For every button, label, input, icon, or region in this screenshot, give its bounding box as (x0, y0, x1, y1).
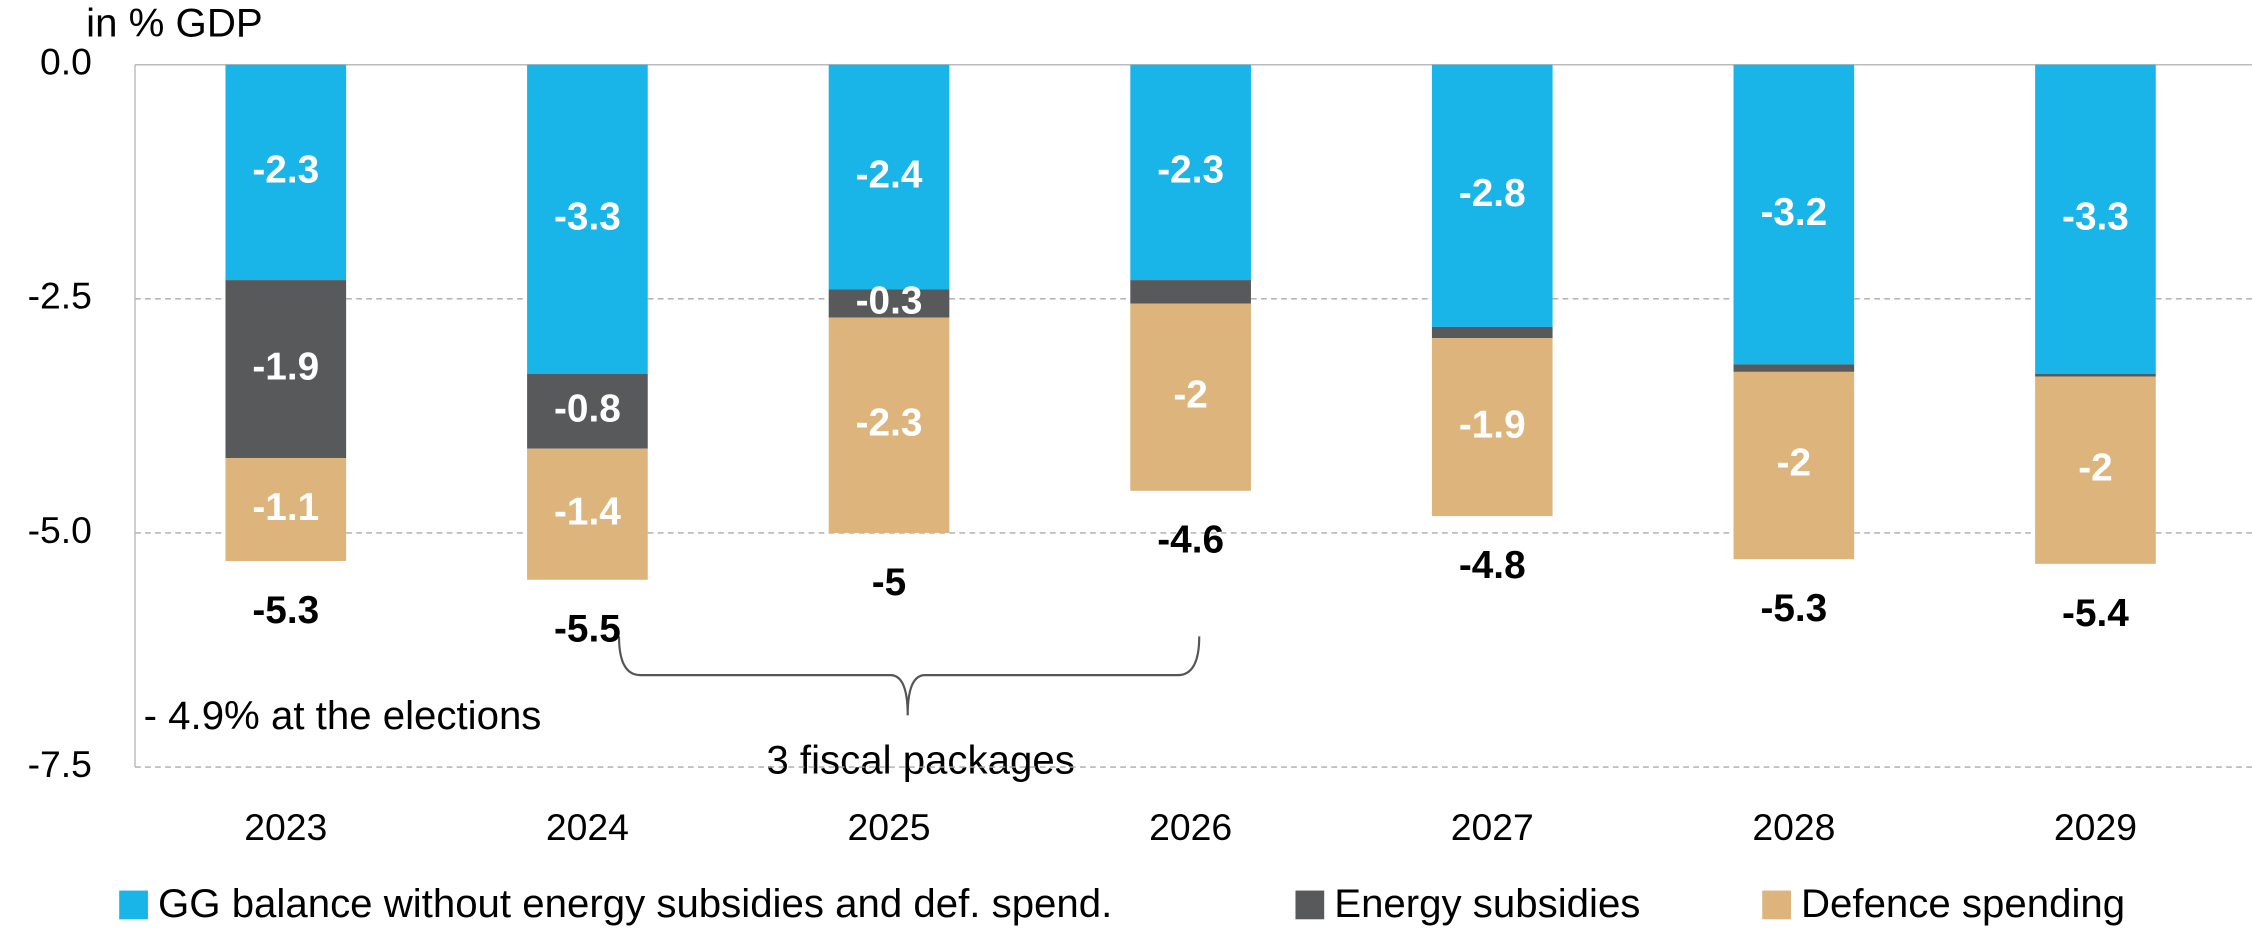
bar-segment (1431, 326, 1553, 339)
data-label: -2.8 (1459, 172, 1526, 215)
bar-segment (527, 373, 648, 449)
total-label: -5.3 (252, 589, 319, 632)
y-tick-label: -5.0 (28, 509, 92, 551)
legend-label: Energy subsidies (1334, 881, 1640, 926)
total-label: -4.8 (1459, 544, 1526, 587)
data-label: -2 (2078, 446, 2112, 489)
x-tick-label: 2029 (2054, 806, 2137, 848)
data-label: -3.3 (554, 195, 621, 238)
legend-swatch (1762, 890, 1791, 920)
data-label: -2.3 (1157, 149, 1224, 192)
bar-segment (1431, 338, 1553, 517)
bar-segment (2035, 376, 2156, 564)
bar-segment (2035, 64, 2156, 374)
data-label: -2.4 (856, 153, 923, 196)
x-tick-label: 2024 (546, 806, 629, 848)
data-label: -1.9 (1459, 403, 1526, 446)
data-label: -1.1 (252, 486, 319, 529)
bar-segment (828, 317, 950, 533)
annotation: 3 fiscal packages (766, 737, 1074, 782)
data-label: -0.8 (554, 387, 621, 430)
total-label: -5 (872, 561, 906, 604)
data-label: -2.3 (252, 149, 319, 192)
legend-swatch (119, 890, 148, 920)
legend-swatch (1295, 890, 1325, 920)
bar-segment (2035, 373, 2156, 377)
bar-segment (1431, 64, 1553, 327)
data-label: -2.3 (856, 401, 923, 444)
total-label: -5.4 (2062, 592, 2129, 635)
y-tick-label: 0.0 (40, 41, 92, 83)
annotation: - 4.9% at the elections (144, 693, 542, 738)
data-label: -0.3 (856, 280, 923, 323)
legend-label: Defence spending (1801, 881, 2125, 926)
total-label: -5.5 (554, 608, 621, 651)
data-label: -1.4 (554, 490, 621, 533)
y-tick-label: -2.5 (28, 275, 92, 317)
x-tick-label: 2028 (1752, 806, 1835, 848)
bar-segment (828, 289, 950, 318)
data-label: -3.3 (2062, 195, 2129, 238)
bar-segment (1733, 64, 1855, 365)
data-label: -3.2 (1760, 191, 1827, 234)
bar-segment (1733, 371, 1855, 560)
data-label: -2 (1777, 442, 1811, 485)
bar-segment (225, 64, 347, 281)
data-label: -2 (1173, 373, 1207, 416)
bar-segment (1130, 303, 1251, 491)
total-label: -5.3 (1760, 587, 1827, 630)
brace (617, 636, 1201, 716)
bar-segment (828, 64, 950, 290)
x-tick-label: 2023 (244, 806, 327, 848)
x-tick-label: 2027 (1451, 806, 1534, 848)
bar-segment (527, 64, 648, 374)
bar-segment (225, 458, 347, 562)
total-label: -4.6 (1157, 519, 1224, 562)
y-tick-label: -7.5 (28, 743, 92, 785)
bar-segment (527, 448, 648, 580)
x-tick-label: 2026 (1149, 806, 1232, 848)
legend-label: GG balance without energy subsidies and … (158, 881, 1112, 926)
bar-segment (1130, 64, 1251, 281)
y-axis-label: in % GDP (86, 1, 263, 46)
bar-segment (1733, 364, 1855, 372)
bar-segment (1130, 280, 1251, 304)
x-tick-label: 2025 (847, 806, 930, 848)
bar-segment (225, 280, 347, 459)
data-label: -1.9 (252, 345, 319, 388)
